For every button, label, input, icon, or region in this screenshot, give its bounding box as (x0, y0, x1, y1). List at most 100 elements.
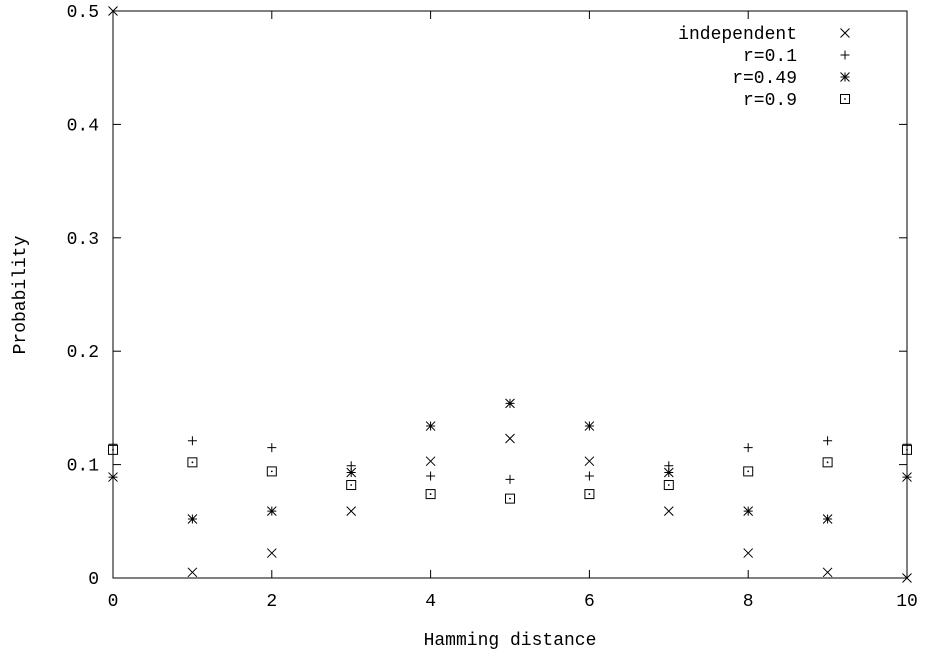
data-point (187, 436, 197, 446)
x-tick-label: 0 (108, 592, 119, 612)
marker-box (822, 457, 833, 468)
marker-stroke (743, 548, 754, 558)
data-point (743, 443, 753, 453)
data-point (902, 444, 912, 455)
series-3 (108, 398, 912, 524)
marker-dot (906, 448, 908, 451)
data-point (346, 506, 357, 516)
data-point (425, 456, 436, 467)
marker-box (346, 480, 357, 491)
data-point (902, 439, 912, 449)
marker-stroke (426, 471, 436, 481)
marker-stroke (663, 506, 674, 516)
marker-stroke (663, 467, 674, 478)
data-point (823, 436, 833, 446)
data-point (187, 567, 198, 578)
marker-stroke (187, 436, 197, 446)
marker-stroke (505, 433, 515, 444)
data-point (584, 456, 595, 467)
y-tick-label: 0.5 (67, 3, 99, 23)
marker-stroke (346, 467, 357, 478)
data-point (346, 480, 357, 491)
x-tick-label: 6 (584, 592, 595, 612)
marker-stroke (743, 506, 754, 516)
marker-dot (112, 448, 114, 451)
marker-stroke (823, 436, 833, 446)
y-tick-label: 0.4 (67, 116, 99, 136)
data-point (584, 489, 595, 500)
marker-box (840, 94, 850, 104)
marker-stroke (108, 6, 118, 16)
marker-box (425, 489, 436, 500)
data-point (902, 472, 912, 482)
marker-stroke (505, 474, 515, 484)
marker-stroke (266, 506, 277, 516)
data-point (108, 444, 118, 455)
data-point (743, 466, 754, 477)
marker-dot (429, 493, 432, 495)
data-point (266, 466, 277, 477)
data-point (505, 433, 515, 444)
data-point (822, 514, 833, 524)
marker-stroke (108, 439, 118, 449)
series-1 (108, 6, 912, 583)
marker-stroke (505, 398, 515, 409)
marker-box (902, 444, 912, 455)
data-point (505, 493, 515, 504)
data-point (663, 480, 674, 491)
plot-axes: 0 2 4 6 8 10 0 0.1 0.2 0.3 0.4 0.5 (67, 3, 918, 612)
data-point (663, 467, 674, 478)
marker-stroke (425, 421, 436, 431)
marker-box (584, 489, 595, 500)
marker-box (505, 493, 515, 504)
legend-marker (840, 28, 850, 38)
data-point (108, 6, 118, 16)
marker-stroke (187, 567, 198, 578)
marker-stroke (840, 28, 850, 38)
data-point (505, 474, 515, 484)
marker-box (108, 444, 118, 455)
data-point (108, 439, 118, 449)
y-tick-label: 0.1 (67, 457, 99, 477)
legend-marker (840, 72, 850, 82)
marker-stroke (584, 456, 595, 467)
marker-stroke (584, 471, 594, 481)
marker-stroke (584, 421, 595, 431)
marker-box (187, 457, 198, 468)
marker-box (743, 466, 754, 477)
marker-stroke (425, 456, 436, 467)
marker-dot (747, 470, 750, 473)
marker-stroke (187, 514, 198, 524)
data-point (266, 506, 277, 516)
y-tick-label: 0.3 (67, 230, 99, 250)
data-point (426, 471, 436, 481)
marker-dot (844, 98, 846, 100)
marker-stroke (822, 567, 833, 578)
marker-dot (826, 461, 829, 464)
marker-box (663, 480, 674, 491)
x-axis-label: Hamming distance (424, 631, 597, 651)
data-point (108, 472, 118, 482)
data-point (425, 489, 436, 500)
data-point (267, 443, 277, 453)
data-point (425, 421, 436, 431)
marker-stroke (266, 548, 277, 558)
x-tick-label: 2 (266, 592, 277, 612)
marker-dot (350, 484, 353, 486)
marker-dot (667, 484, 670, 486)
marker-stroke (840, 72, 850, 82)
y-axis-label: Probability (11, 235, 31, 354)
marker-dot (270, 470, 273, 473)
data-point (902, 573, 912, 583)
data-point (584, 421, 595, 431)
series-2 (108, 436, 912, 484)
data-point (266, 548, 277, 558)
marker-stroke (840, 50, 850, 60)
legend-marker (840, 94, 850, 104)
data-point (187, 514, 198, 524)
legend-label: r=0.1 (743, 47, 797, 67)
marker-box (266, 466, 277, 477)
marker-stroke (743, 443, 753, 453)
